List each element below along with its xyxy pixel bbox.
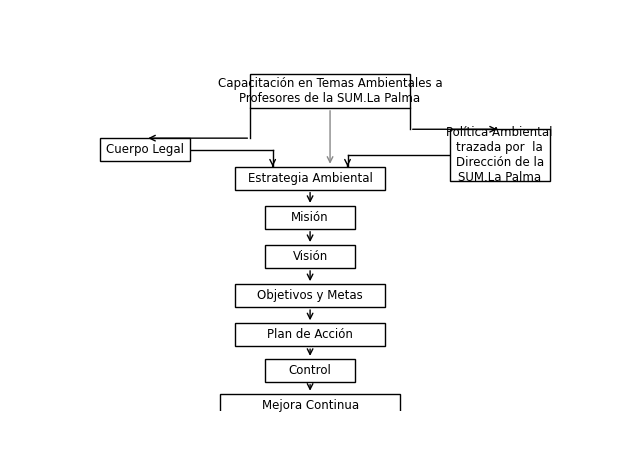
Text: Cuerpo Legal: Cuerpo Legal <box>106 143 184 156</box>
Bar <box>265 359 355 382</box>
Bar <box>265 206 355 229</box>
Text: Capacitación en Temas Ambientales a
Profesores de la SUM.La Palma: Capacitación en Temas Ambientales a Prof… <box>218 77 442 105</box>
Bar <box>265 245 355 268</box>
Text: Política Ambiental
trazada por  la
Dirección de la
SUM.La Palma: Política Ambiental trazada por la Direcc… <box>446 126 553 184</box>
Text: Control: Control <box>289 364 332 377</box>
Bar <box>235 167 385 190</box>
Text: Visión: Visión <box>292 250 328 263</box>
Bar <box>450 129 549 181</box>
Text: Misión: Misión <box>291 211 329 224</box>
Bar <box>250 74 410 108</box>
Text: Objetivos y Metas: Objetivos y Metas <box>257 289 363 302</box>
Text: Estrategia Ambiental: Estrategia Ambiental <box>248 172 372 185</box>
Text: Plan de Acción: Plan de Acción <box>267 328 353 341</box>
Bar <box>220 394 400 417</box>
Text: Mejora Continua: Mejora Continua <box>261 399 359 412</box>
Bar <box>235 284 385 307</box>
Bar <box>235 323 385 346</box>
Bar <box>100 138 191 161</box>
